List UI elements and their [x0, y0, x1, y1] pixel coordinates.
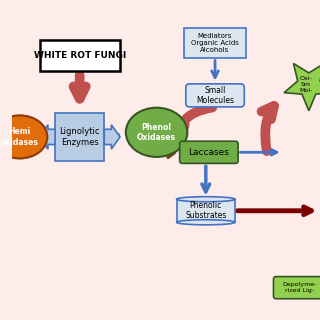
Text: Lignolytic
Enzymes: Lignolytic Enzymes [60, 127, 100, 147]
Text: WHITE ROT FUNGI: WHITE ROT FUNGI [34, 51, 126, 60]
Text: Laccases: Laccases [188, 148, 229, 157]
Ellipse shape [177, 220, 235, 225]
Ellipse shape [126, 108, 187, 157]
FancyArrowPatch shape [261, 106, 274, 151]
FancyBboxPatch shape [274, 276, 320, 299]
FancyBboxPatch shape [184, 28, 246, 58]
Text: Phenol
Oxidases: Phenol Oxidases [137, 123, 176, 142]
FancyBboxPatch shape [55, 113, 104, 161]
Text: Small
Molecules: Small Molecules [196, 86, 234, 105]
FancyBboxPatch shape [177, 199, 235, 222]
Text: Phenolic
Substrates: Phenolic Substrates [185, 201, 227, 220]
Polygon shape [284, 63, 320, 111]
FancyArrow shape [104, 125, 120, 149]
Text: Oxi-
Sm
Mol-: Oxi- Sm Mol- [299, 76, 312, 93]
Text: Mediators
Organic Acids
Alcohols: Mediators Organic Acids Alcohols [191, 33, 239, 53]
FancyArrow shape [39, 125, 55, 149]
Ellipse shape [177, 197, 235, 202]
Text: Depolyme-
rized Lig-: Depolyme- rized Lig- [283, 282, 317, 293]
Text: Hemi
oxidases: Hemi oxidases [1, 127, 39, 147]
FancyBboxPatch shape [40, 40, 120, 71]
FancyBboxPatch shape [180, 141, 238, 164]
FancyArrowPatch shape [172, 108, 212, 138]
FancyBboxPatch shape [186, 84, 244, 107]
Ellipse shape [0, 116, 47, 158]
